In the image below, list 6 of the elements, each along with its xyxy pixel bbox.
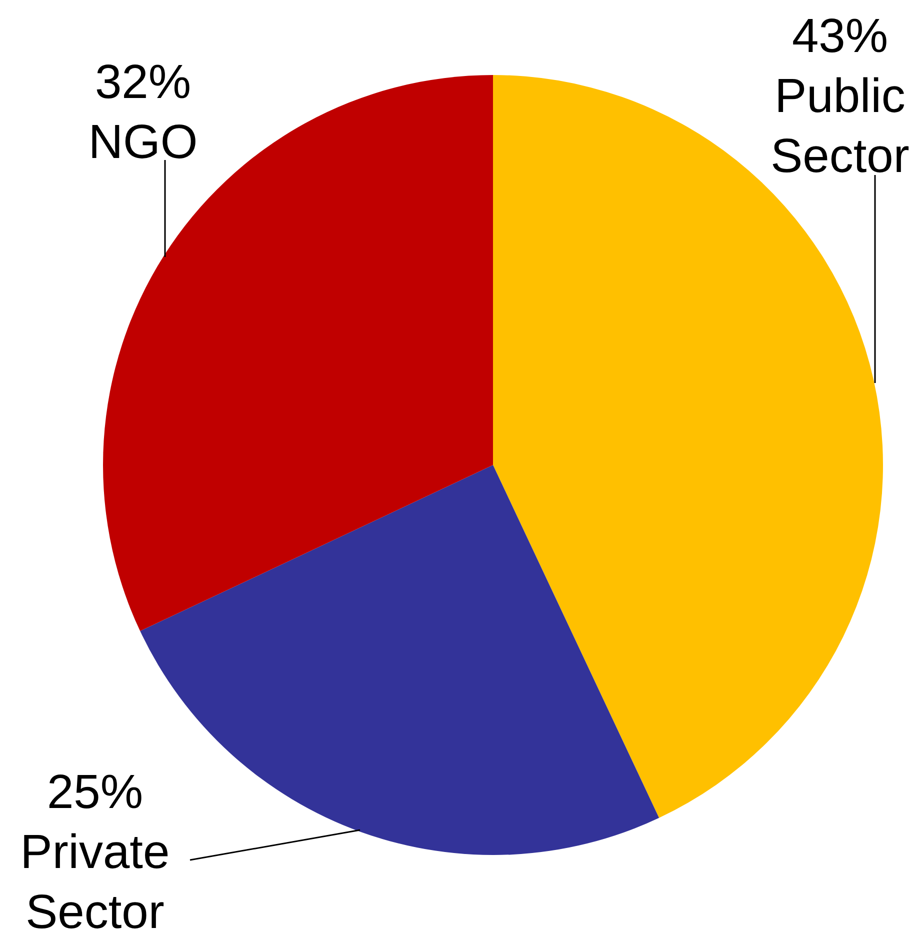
- data-label: 32%: [94, 56, 192, 109]
- slice-label: Private Sector: [20, 826, 170, 932]
- data-label: 25%: [46, 766, 144, 819]
- slice-label: Public Sector: [770, 70, 910, 183]
- data-label: 43%: [792, 10, 888, 63]
- slice-label: NGO: [88, 116, 198, 169]
